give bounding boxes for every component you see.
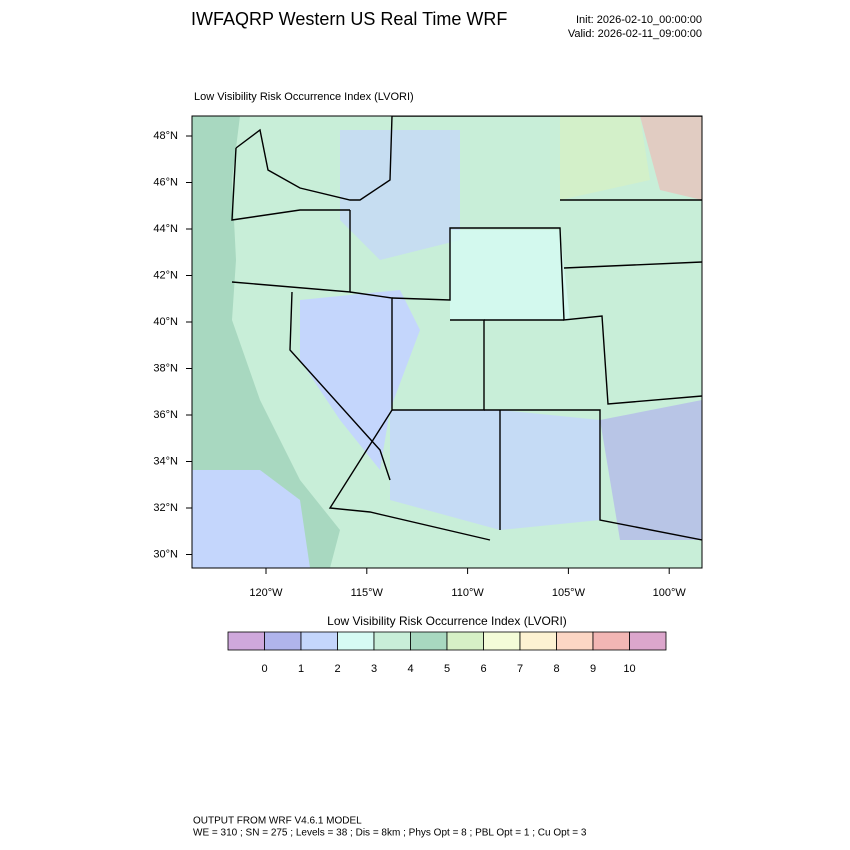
lat-label: 30°N <box>153 548 178 560</box>
footer-line: WE = 310 ; SN = 275 ; Levels = 38 ; Dis … <box>193 828 587 839</box>
colorbar-label: 3 <box>371 663 377 675</box>
map-frame <box>191 115 703 569</box>
colorbar-box <box>556 631 594 651</box>
ocean <box>192 116 340 568</box>
colorbar-label: 5 <box>444 663 450 675</box>
title: IWFAQRP Western US Real Time WRF <box>191 9 507 29</box>
colorbar-box <box>410 631 448 651</box>
lat-label: 38°N <box>153 362 178 374</box>
north-dakota <box>560 116 650 200</box>
colorbar-label: 9 <box>590 663 596 675</box>
lon-label: 105°W <box>552 587 586 599</box>
colorbar-box <box>300 631 338 651</box>
great-basin <box>300 290 420 470</box>
colorbar-label: 2 <box>334 663 340 675</box>
lat-label: 40°N <box>153 316 178 328</box>
lat-label: 42°N <box>153 269 178 281</box>
lon-label: 110°W <box>451 587 484 599</box>
lat-label: 46°N <box>153 176 178 188</box>
colorbar: 0 1 2 3 4 5 6 7 8 9 10 <box>227 631 667 675</box>
colorbar-box <box>629 631 667 651</box>
colorbar-label: 10 <box>623 663 635 675</box>
lon-label: 120°W <box>249 587 283 599</box>
colorbar-box <box>592 631 630 651</box>
colorbar-title: Low Visibility Risk Occurrence Index (LV… <box>327 614 567 628</box>
northern-plains <box>640 116 702 200</box>
wyoming <box>450 230 570 320</box>
northern-rockies <box>340 130 460 260</box>
lat-label: 34°N <box>153 455 178 467</box>
colorbar-label: 6 <box>480 663 486 675</box>
state-borders <box>231 116 702 541</box>
southern-plains <box>600 400 702 540</box>
colorbar-box <box>373 631 411 651</box>
map: 48°N 46°N 44°N 42°N 40°N 38°N 36°N 34°N 32°N 30°N… <box>153 115 703 599</box>
lat-label: 44°N <box>153 223 178 235</box>
colorbar-label: 4 <box>407 663 413 675</box>
southwest <box>390 410 600 530</box>
colorbar-box <box>483 631 521 651</box>
colorbar-label: 7 <box>517 663 523 675</box>
lat-label: 48°N <box>153 130 178 142</box>
lon-label: 115°W <box>351 587 384 599</box>
ocean-south <box>192 470 310 568</box>
colorbar-box <box>337 631 375 651</box>
colorbar-label: 0 <box>261 663 267 675</box>
map-subtitle: Low Visibility Risk Occurrence Index (LV… <box>194 91 414 103</box>
valid-time: Valid: 2026-02-11_09:00:00 <box>568 28 702 40</box>
colorbar-box <box>227 631 265 651</box>
colorbar-label: 1 <box>298 663 304 675</box>
colorbar-box <box>519 631 557 651</box>
footer-line: OUTPUT FROM WRF V4.6.1 MODEL <box>193 816 362 827</box>
colorbar-box <box>264 631 302 651</box>
lon-label: 100°W <box>653 587 687 599</box>
lat-label: 32°N <box>153 502 178 514</box>
colorbar-box <box>446 631 484 651</box>
init-time: Init: 2026-02-10_00:00:00 <box>576 14 702 26</box>
colorbar-label: 8 <box>553 663 559 675</box>
longitude-labels: 120°W 115°W 110°W 105°W 100°W <box>249 568 686 599</box>
latitude-labels: 48°N 46°N 44°N 42°N 40°N 38°N 36°N 34°N 32°N 30°N <box>153 130 192 560</box>
lat-label: 36°N <box>153 409 178 421</box>
